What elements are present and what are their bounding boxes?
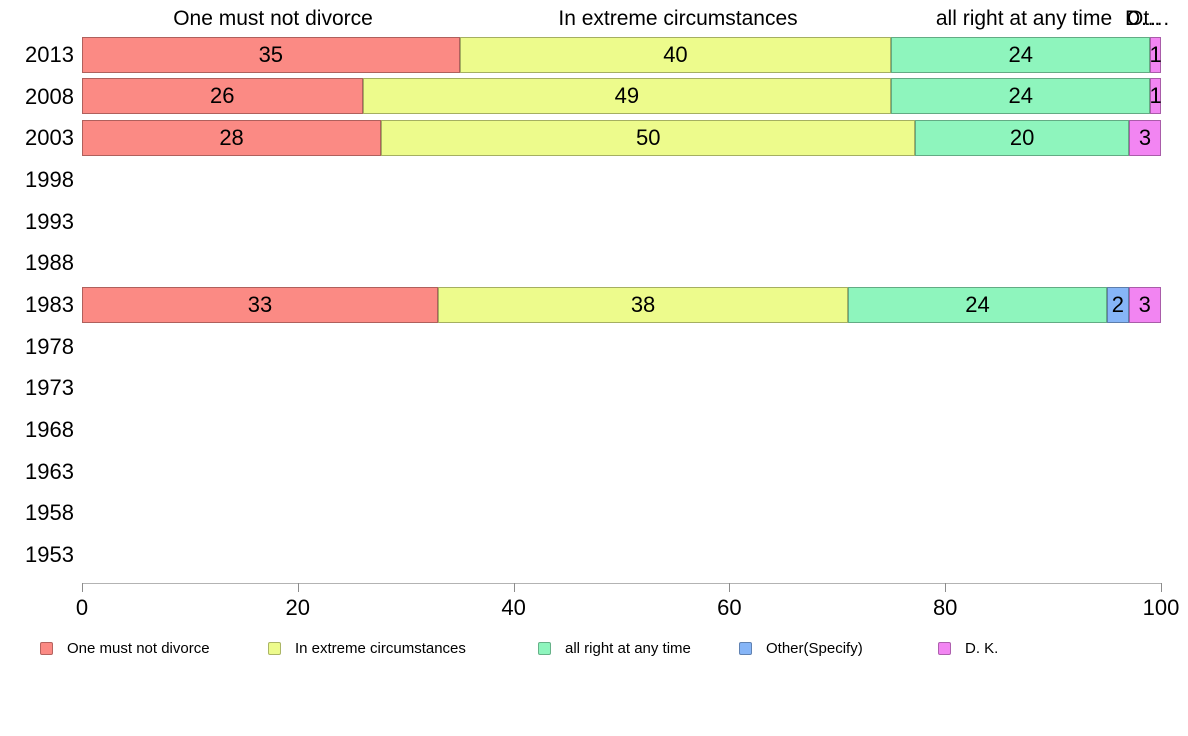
bar-segment[interactable]: 3	[1128, 286, 1161, 323]
year-label: 1963	[25, 458, 74, 484]
year-label: 1988	[25, 250, 74, 276]
bar-value-label: 20	[1009, 125, 1035, 151]
column-header-dk-truncated: D…	[1125, 7, 1162, 30]
chart-row: 1973	[0, 368, 1188, 410]
year-label: 1998	[25, 166, 74, 192]
chart-row: 1953	[0, 534, 1188, 576]
bar-track: 35 40 24 1	[82, 36, 1162, 73]
bar-segment[interactable]: 24	[848, 286, 1108, 323]
bar-value-label: 3	[1138, 125, 1152, 151]
x-axis-tick	[729, 583, 731, 592]
bar-value-label: 1	[1149, 83, 1162, 109]
year-label: 1968	[25, 417, 74, 443]
legend-swatch-green	[538, 642, 551, 655]
year-label: 1973	[25, 375, 74, 401]
bar-value-label: 50	[635, 125, 661, 151]
year-label: 1958	[25, 500, 74, 526]
legend-label: D. K.	[965, 640, 999, 657]
bar-segment[interactable]: 3	[1128, 120, 1161, 157]
chart-row: 2008 26 49 24 1	[0, 76, 1188, 118]
bar-segment[interactable]: 1	[1149, 36, 1162, 73]
chart-rows: 2013 35 40 24 1 2008 26 49 24 1 2003 28 50 20 3 1998 199…	[0, 34, 1188, 576]
bar-value-label: 2	[1111, 291, 1124, 317]
bar-value-label: 40	[663, 41, 688, 67]
column-header-all-right: all right at any time	[935, 7, 1113, 30]
legend-label: One must not divorce	[67, 640, 210, 657]
legend-swatch-magenta	[938, 642, 951, 655]
chart-row: 1998	[0, 159, 1188, 201]
x-axis-tick-label: 60	[717, 595, 742, 620]
bar-value-label: 24	[1008, 41, 1033, 67]
bar-segment[interactable]: 33	[82, 286, 439, 323]
bar-value-label: 38	[630, 291, 656, 317]
legend-swatch-blue	[739, 642, 752, 655]
column-header-other-truncated: Ot…	[1127, 7, 1171, 30]
x-axis-tick-label: 20	[285, 595, 311, 620]
column-header-must-not-divorce: One must not divorce	[173, 7, 373, 30]
year-label: 1953	[25, 542, 74, 568]
x-axis-line	[82, 583, 1162, 584]
bar-segment[interactable]: 49	[362, 78, 892, 115]
year-label: 2003	[25, 125, 74, 151]
x-axis-tick-label: 100	[1142, 595, 1180, 620]
legend-item-must-not-divorce[interactable]: One must not divorce	[40, 640, 210, 657]
legend-item-all-right[interactable]: all right at any time	[538, 640, 691, 657]
legend-label: In extreme circumstances	[295, 640, 466, 657]
year-label: 2013	[25, 41, 74, 67]
chart-row: 1988	[0, 242, 1188, 284]
bar-value-label: 24	[965, 291, 990, 317]
bar-segment[interactable]: 24	[891, 36, 1151, 73]
x-axis-tick	[82, 583, 83, 592]
bar-value-label: 49	[614, 83, 640, 109]
legend-swatch-red	[40, 642, 53, 655]
bar-segment[interactable]: 2	[1107, 286, 1129, 323]
x-axis-tick	[945, 583, 947, 592]
bar-segment[interactable]: 50	[381, 120, 916, 157]
chart-row: 2003 28 50 20 3	[0, 117, 1188, 159]
legend-item-dk[interactable]: D. K.	[938, 640, 998, 657]
year-label: 1993	[25, 208, 74, 234]
year-label: 1983	[25, 291, 74, 317]
legend-label: all right at any time	[565, 640, 691, 657]
bar-track: 26 49 24 1	[82, 78, 1162, 115]
bar-value-label: 33	[247, 291, 273, 317]
chart-row: 1958	[0, 493, 1188, 535]
bar-segment[interactable]: 24	[891, 78, 1151, 115]
legend-item-other-specify[interactable]: Other(Specify)	[739, 640, 863, 657]
x-axis-tick-label: 40	[501, 595, 526, 620]
bar-value-label: 28	[219, 125, 244, 151]
year-label: 1978	[25, 333, 74, 359]
bar-segment[interactable]: 35	[82, 36, 460, 73]
chart-row: 1978	[0, 326, 1188, 368]
bar-segment[interactable]: 40	[459, 36, 892, 73]
x-axis-tick	[297, 583, 299, 592]
chart-row: 2013 35 40 24 1	[0, 34, 1188, 76]
chart-row: 1983 33 38 24 2 3	[0, 284, 1188, 326]
bar-value-label: 26	[210, 83, 235, 109]
chart-row: 1993	[0, 201, 1188, 243]
bar-value-label: 1	[1149, 41, 1162, 67]
legend-label: Other(Specify)	[766, 640, 863, 657]
bar-value-label: 24	[1008, 83, 1033, 109]
legend-swatch-yellow	[268, 642, 281, 655]
bar-value-label: 35	[258, 41, 284, 67]
bar-track: 28 50 20 3	[82, 120, 1161, 157]
x-axis-tick-label: 0	[75, 595, 89, 620]
bar-segment[interactable]: 28	[82, 120, 382, 157]
column-header-extreme-circumstances: In extreme circumstances	[558, 7, 798, 30]
chart-row: 1963	[0, 451, 1188, 493]
chart-row: 1968	[0, 409, 1188, 451]
x-axis-tick	[1161, 583, 1162, 592]
year-label: 2008	[25, 83, 74, 109]
bar-value-label: 3	[1138, 291, 1151, 317]
bar-segment[interactable]: 1	[1149, 78, 1162, 115]
x-axis-tick-label: 80	[932, 595, 958, 620]
bar-segment[interactable]: 20	[915, 120, 1129, 157]
bar-segment[interactable]: 26	[82, 78, 363, 115]
bar-track: 33 38 24 2 3	[82, 286, 1161, 323]
legend-item-extreme-circumstances[interactable]: In extreme circumstances	[268, 640, 466, 657]
x-axis-tick	[513, 583, 515, 592]
bar-segment[interactable]: 38	[438, 286, 849, 323]
